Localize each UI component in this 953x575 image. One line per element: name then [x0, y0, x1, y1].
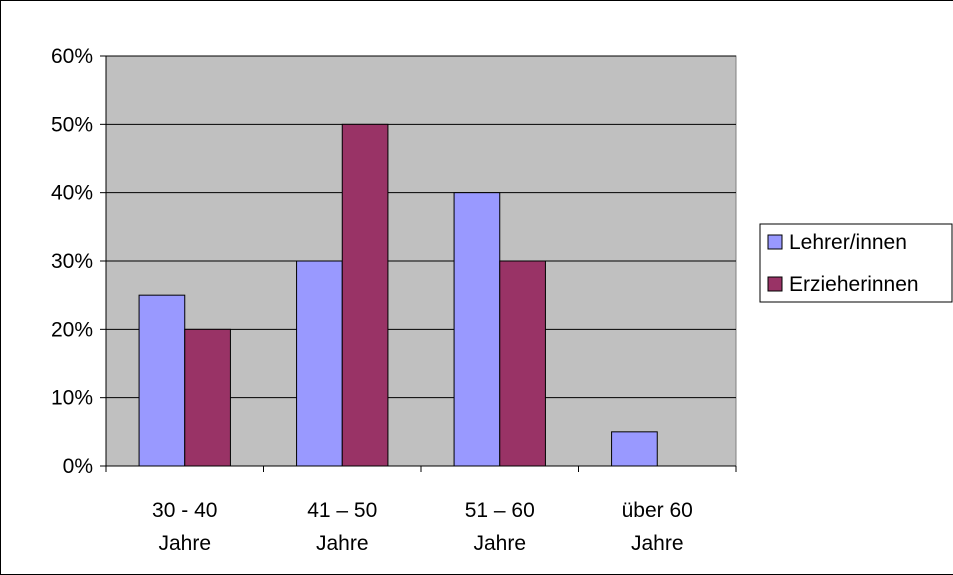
x-tick-label: Jahre — [316, 532, 369, 555]
y-tick-label: 50% — [51, 113, 93, 136]
y-tick-label: 40% — [51, 182, 93, 205]
x-tick-label: 51 – 60 — [465, 499, 535, 522]
y-tick-label: 20% — [51, 318, 93, 341]
axes — [100, 55, 737, 472]
y-tick-label: 30% — [51, 250, 93, 273]
bar-lehrer — [138, 294, 186, 467]
bar-erzieherinnen — [184, 328, 231, 467]
legend-box — [759, 223, 953, 303]
y-tick-label: 10% — [51, 387, 93, 410]
legend-swatch-erzieherinnen — [767, 276, 783, 292]
x-tick-label: Jahre — [631, 532, 684, 555]
bar-lehrer — [296, 260, 343, 467]
bar-erzieherinnen — [499, 260, 546, 467]
x-tick-label: Jahre — [473, 532, 526, 555]
legend: Lehrer/innen Erzieherinnen — [759, 223, 953, 303]
bar-lehrer — [453, 192, 501, 467]
x-tick-label: 41 – 50 — [307, 499, 377, 522]
x-tick-labels: 30 - 40 Jahre 41 – 50 Jahre 51 – 60 Jahre über… — [152, 499, 693, 555]
y-tick-label: 0% — [63, 455, 93, 478]
legend-label-lehrer: Lehrer/innen — [789, 231, 907, 254]
legend-swatch-lehrer — [767, 234, 783, 250]
y-tick-label: 60% — [51, 45, 93, 68]
legend-label-erzieherinnen: Erzieherinnen — [789, 273, 919, 296]
bar-lehrer — [611, 431, 658, 467]
x-tick-label: Jahre — [158, 532, 211, 555]
x-tick-label: 30 - 40 — [152, 499, 217, 522]
y-tick-labels: 0% 10% 20% 30% 40% 50% 60% — [51, 45, 93, 478]
bar-erzieherinnen — [341, 123, 389, 467]
x-tick-label: über 60 — [622, 499, 693, 522]
